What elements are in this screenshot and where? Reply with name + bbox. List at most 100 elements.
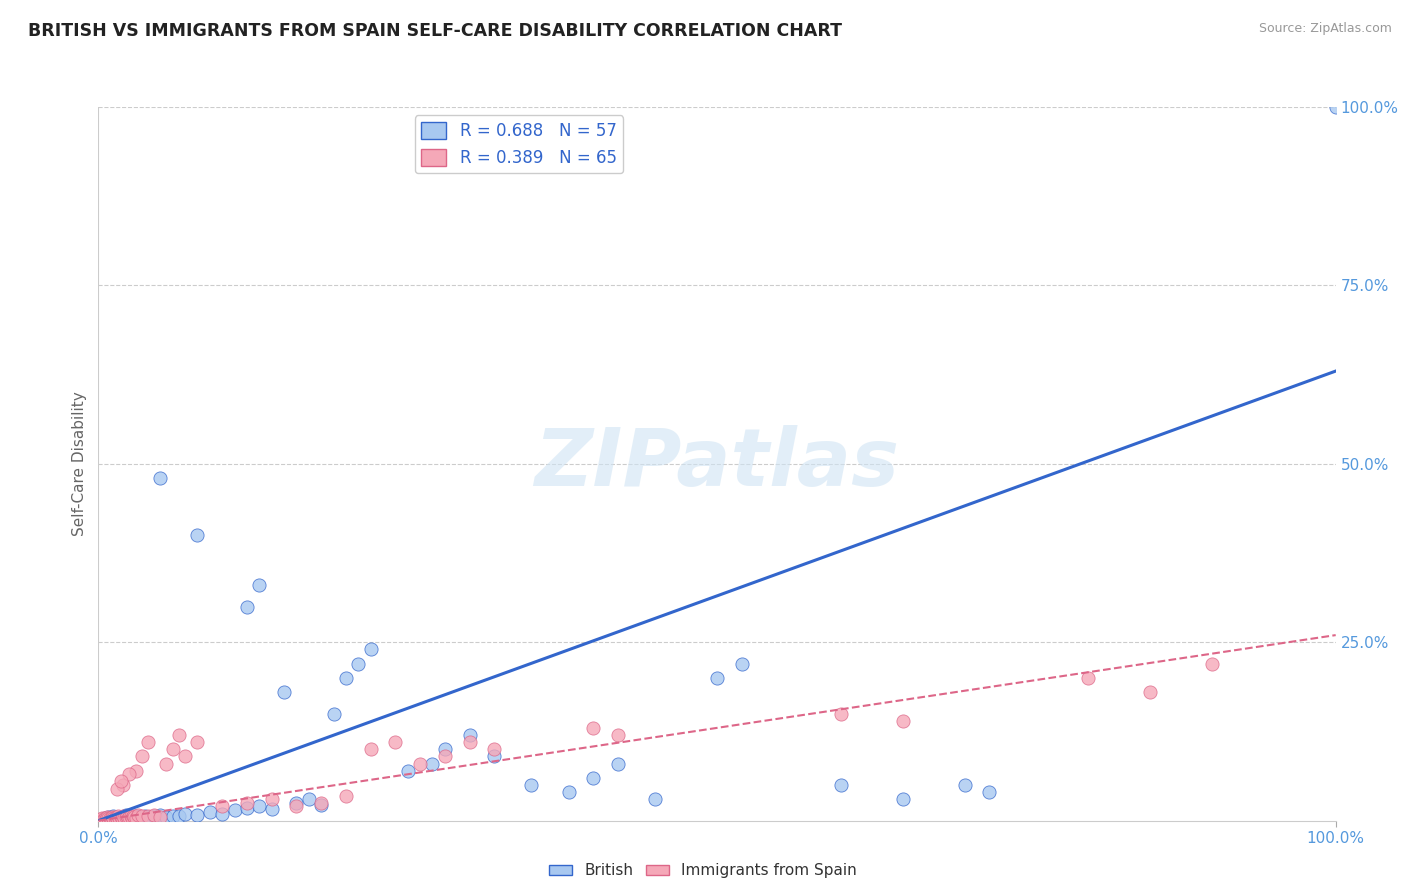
Point bbox=[120, 809, 142, 823]
Point bbox=[143, 809, 166, 823]
Point bbox=[236, 801, 259, 815]
Point bbox=[96, 810, 118, 824]
Point bbox=[121, 811, 143, 825]
Point bbox=[112, 811, 135, 825]
Point bbox=[347, 657, 370, 671]
Point bbox=[979, 785, 1001, 799]
Text: ZIPatlas: ZIPatlas bbox=[534, 425, 900, 503]
Point bbox=[149, 471, 172, 485]
Point bbox=[122, 811, 145, 825]
Point bbox=[607, 728, 630, 742]
Point bbox=[114, 810, 136, 824]
Point bbox=[124, 810, 146, 824]
Point bbox=[112, 809, 135, 823]
Point bbox=[211, 799, 233, 814]
Legend: R = 0.688   N = 57, R = 0.389   N = 65: R = 0.688 N = 57, R = 0.389 N = 65 bbox=[415, 115, 623, 173]
Point bbox=[384, 735, 406, 749]
Point bbox=[582, 771, 605, 785]
Point bbox=[260, 792, 283, 806]
Point bbox=[557, 785, 579, 799]
Point bbox=[285, 799, 308, 814]
Text: BRITISH VS IMMIGRANTS FROM SPAIN SELF-CARE DISABILITY CORRELATION CHART: BRITISH VS IMMIGRANTS FROM SPAIN SELF-CA… bbox=[28, 22, 842, 40]
Point bbox=[186, 808, 208, 822]
Point bbox=[285, 796, 308, 810]
Point bbox=[107, 809, 129, 823]
Point bbox=[236, 599, 259, 614]
Point bbox=[115, 808, 138, 822]
Point bbox=[118, 810, 141, 824]
Point bbox=[100, 812, 122, 826]
Point bbox=[103, 811, 125, 825]
Point bbox=[118, 767, 141, 781]
Point bbox=[335, 671, 357, 685]
Point bbox=[953, 778, 976, 792]
Point bbox=[396, 764, 419, 778]
Point bbox=[360, 742, 382, 756]
Point bbox=[136, 735, 159, 749]
Point bbox=[124, 764, 146, 778]
Point bbox=[117, 811, 139, 825]
Point bbox=[103, 809, 125, 823]
Point bbox=[110, 810, 132, 824]
Point bbox=[112, 778, 135, 792]
Point bbox=[247, 578, 270, 592]
Point bbox=[582, 721, 605, 735]
Point bbox=[114, 808, 136, 822]
Point bbox=[458, 728, 481, 742]
Point bbox=[118, 810, 141, 824]
Point bbox=[211, 807, 233, 822]
Point bbox=[1139, 685, 1161, 699]
Point bbox=[105, 781, 128, 796]
Point bbox=[134, 808, 156, 822]
Point bbox=[124, 809, 146, 823]
Point bbox=[131, 811, 153, 825]
Point bbox=[110, 774, 132, 789]
Point bbox=[433, 742, 456, 756]
Point bbox=[108, 811, 131, 825]
Point bbox=[458, 735, 481, 749]
Point bbox=[155, 810, 177, 824]
Point bbox=[104, 810, 127, 824]
Point bbox=[103, 812, 125, 826]
Point bbox=[91, 812, 114, 826]
Legend: British, Immigrants from Spain: British, Immigrants from Spain bbox=[543, 857, 863, 884]
Point bbox=[167, 809, 190, 823]
Point bbox=[149, 808, 172, 822]
Point bbox=[1077, 671, 1099, 685]
Point bbox=[273, 685, 295, 699]
Point bbox=[409, 756, 432, 771]
Point bbox=[100, 811, 122, 825]
Point bbox=[105, 812, 128, 826]
Point bbox=[830, 706, 852, 721]
Point bbox=[93, 813, 115, 827]
Point bbox=[122, 808, 145, 822]
Point bbox=[830, 778, 852, 792]
Point bbox=[111, 812, 134, 826]
Point bbox=[167, 728, 190, 742]
Point bbox=[105, 812, 128, 826]
Point bbox=[224, 803, 246, 817]
Point bbox=[131, 809, 153, 823]
Point bbox=[422, 756, 444, 771]
Point bbox=[520, 778, 543, 792]
Point bbox=[236, 796, 259, 810]
Point bbox=[131, 749, 153, 764]
Point bbox=[484, 742, 506, 756]
Point bbox=[731, 657, 754, 671]
Point bbox=[260, 802, 283, 816]
Point bbox=[93, 812, 115, 826]
Point bbox=[186, 735, 208, 749]
Point bbox=[162, 742, 184, 756]
Point bbox=[198, 805, 221, 819]
Point bbox=[149, 810, 172, 824]
Point bbox=[335, 789, 357, 803]
Point bbox=[127, 808, 149, 822]
Point bbox=[112, 811, 135, 825]
Point bbox=[607, 756, 630, 771]
Point bbox=[174, 806, 197, 821]
Point bbox=[298, 792, 321, 806]
Point bbox=[891, 792, 914, 806]
Point bbox=[706, 671, 728, 685]
Point bbox=[484, 749, 506, 764]
Point bbox=[136, 808, 159, 822]
